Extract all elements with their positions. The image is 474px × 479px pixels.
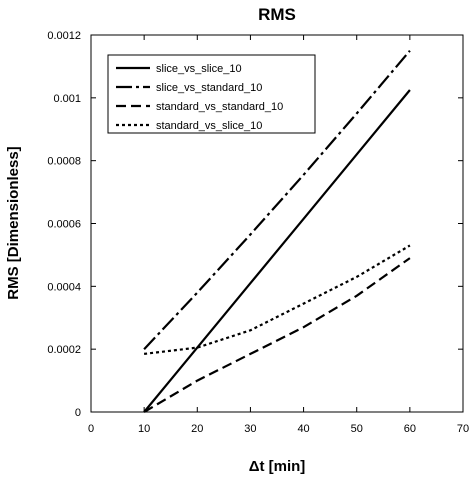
y-tick-label: 0.0012 [47, 30, 81, 42]
series-line-slice-vs-slice-10 [143, 89, 411, 413]
legend-label: slice_vs_standard_10 [156, 82, 262, 94]
y-tick-label: 0.0008 [47, 156, 81, 168]
series-line-slice-vs-standard-10 [143, 49, 411, 350]
y-tick-label: 0.0004 [47, 281, 81, 293]
x-tick-label: 20 [191, 423, 203, 435]
x-tick-label: 0 [88, 423, 94, 435]
legend-label: standard_vs_standard_10 [156, 101, 283, 113]
series-line-standard-vs-standard-10 [143, 257, 411, 413]
y-tick-label: 0.001 [53, 93, 81, 105]
x-tick-label: 60 [404, 423, 416, 435]
legend: slice_vs_slice_10 slice_vs_standard_10sta… [107, 54, 316, 134]
y-tick-label: 0.0006 [47, 219, 81, 231]
x-tick-label: 30 [244, 423, 256, 435]
series-line-standard-vs-slice-10 [143, 244, 411, 355]
series-layer [143, 49, 411, 413]
chart-title: RMS [258, 5, 296, 24]
x-tick-label: 40 [297, 423, 309, 435]
legend-label: slice_vs_slice_10 [156, 63, 242, 75]
y-axis-label: RMS [Dimensionless] [5, 146, 22, 299]
x-tick-label: 70 [457, 423, 469, 435]
x-tick-label: 50 [351, 423, 363, 435]
y-tick-label: 0.0002 [47, 344, 81, 356]
legend-box [107, 54, 316, 134]
x-tick-label: 10 [138, 423, 150, 435]
y-tick-label: 0 [75, 407, 81, 419]
x-axis-label: Δt [min] [249, 458, 306, 475]
axis-ticks: 0 10 20 30 40 50 60 70 0 0.0002 0.0004 0.0006 0.0008… [47, 30, 469, 435]
legend-label: standard_vs_slice_10 [156, 120, 262, 132]
